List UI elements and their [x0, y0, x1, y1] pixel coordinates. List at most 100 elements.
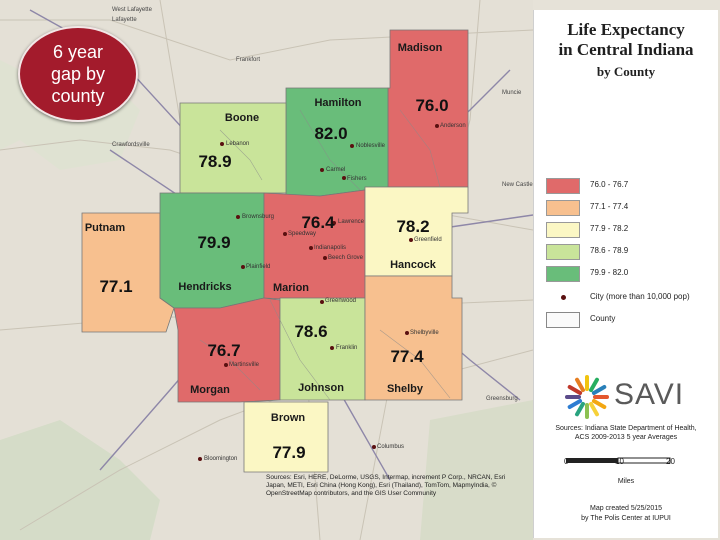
map-title-line1: Life Expectancy: [567, 20, 685, 39]
badge-line: 6 year: [52, 42, 104, 62]
logo-ray: [575, 377, 585, 393]
legend-label: 77.1 - 77.4: [590, 202, 629, 211]
legend-swatch: [546, 266, 580, 282]
scale-segment: [566, 458, 618, 463]
city-dot[interactable]: [409, 238, 413, 242]
scale-bar: [566, 457, 671, 464]
city-dot[interactable]: [220, 142, 224, 146]
city-dot[interactable]: [236, 215, 240, 219]
logo-ray: [567, 385, 583, 395]
basemap-terrain: [420, 400, 533, 540]
city-label: Columbus: [377, 444, 404, 450]
background-place-labels: West Lafayette Lafayette Frankfort Crawf…: [112, 7, 533, 402]
city-dot[interactable]: [372, 445, 376, 449]
county-value-johnson: 78.6: [294, 322, 327, 341]
counties-layer: [81, 29, 469, 473]
city-label: Carmel: [326, 167, 345, 173]
county-value-marion: 76.4: [301, 213, 335, 232]
legend-swatch: [546, 222, 580, 238]
badge-line: county: [51, 86, 105, 106]
city-label: Plainfield: [246, 264, 270, 270]
source-line2: ACS 2009-2013 5 year Averages: [574, 434, 678, 441]
legend-swatch: [546, 244, 580, 260]
city-dot[interactable]: [435, 124, 439, 128]
logo-rays: [565, 375, 609, 419]
logo-ray: [567, 399, 583, 409]
legend-label: 77.9 - 78.2: [590, 224, 629, 233]
logo-ray: [589, 377, 599, 393]
county-boone[interactable]: [179, 102, 287, 194]
legend-swatch: [546, 178, 580, 194]
county-name-putnam: Putnam: [85, 222, 126, 234]
city-dot[interactable]: [330, 346, 334, 350]
city-label: Bloomington: [204, 456, 237, 462]
city-dot[interactable]: [323, 256, 327, 260]
county-name-brown: Brown: [271, 412, 306, 424]
county-value-boone: 78.9: [198, 152, 231, 171]
legend-label: City (more than 10,000 pop): [590, 292, 690, 301]
county-name-hancock: Hancock: [390, 259, 437, 271]
city-label: Lebanon: [226, 141, 249, 147]
city-dot[interactable]: [309, 246, 313, 250]
city-markers: [198, 124, 439, 461]
city-dot[interactable]: [198, 457, 202, 461]
city-dot[interactable]: [332, 221, 336, 225]
city-dot[interactable]: [320, 168, 324, 172]
county-value-madison: 76.0: [415, 96, 448, 115]
basemap-terrain: [0, 420, 160, 540]
city-dot[interactable]: [405, 331, 409, 335]
city-dot[interactable]: [283, 232, 287, 236]
county-value-hancock: 78.2: [396, 217, 429, 236]
county-value-putnam: 77.1: [99, 277, 132, 296]
map-title-line3: by County: [596, 64, 656, 79]
city-label: Beech Grove: [328, 255, 364, 261]
map-title-line2: in Central Indiana: [558, 40, 694, 59]
county-roads: [199, 109, 451, 401]
legend-county-swatch: [546, 312, 580, 328]
city-label: Shelbyville: [410, 330, 439, 336]
source-line1: Sources: Indiana State Department of Hea…: [555, 425, 697, 432]
county-brown[interactable]: [243, 401, 329, 473]
savi-logo-text: SAVI: [614, 378, 685, 411]
place-label: Muncie: [502, 90, 522, 96]
county-name-hendricks: Hendricks: [178, 281, 231, 293]
county-value-hamilton: 82.0: [314, 124, 347, 143]
city-label: Speedway: [288, 231, 316, 237]
city-label: Greenfield: [414, 237, 442, 243]
city-dot[interactable]: [241, 265, 245, 269]
credit-line1: Map created 5/25/2015: [590, 505, 662, 512]
place-label: New Castle: [502, 182, 533, 188]
legend-city-dot: [561, 295, 566, 300]
logo-ray: [575, 401, 585, 417]
county-name-johnson: Johnson: [298, 382, 344, 394]
scale-tick: 0: [564, 457, 569, 466]
credit-line2: by The Polis Center at IUPUI: [581, 515, 671, 522]
logo-ray: [591, 399, 607, 409]
place-label: West Lafayette: [112, 7, 153, 13]
county-name-shelby: Shelby: [387, 383, 424, 395]
county-shelby[interactable]: [364, 275, 463, 401]
place-label: Crawfordsville: [112, 142, 150, 148]
city-dot[interactable]: [350, 144, 354, 148]
logo-ray: [589, 401, 599, 417]
county-value-morgan: 76.7: [207, 341, 240, 360]
county-name-marion: Marion: [273, 282, 309, 294]
city-dot[interactable]: [320, 300, 324, 304]
city-labels: Anderson Noblesville Lebanon Carmel Fish…: [204, 123, 466, 462]
county-value-brown: 77.9: [272, 443, 305, 462]
city-label: Fishers: [347, 176, 367, 182]
map-attribution: Sources: Esri, HERE, DeLorme, USGS, Inte…: [266, 474, 506, 497]
county-value-shelby: 77.4: [390, 347, 424, 366]
city-dot[interactable]: [342, 176, 346, 180]
scale-tick: 10: [615, 457, 624, 466]
place-label: Lafayette: [112, 17, 137, 23]
legend-swatch: [546, 200, 580, 216]
callout-badge: 6 year gap by county: [18, 26, 138, 122]
city-label: Noblesville: [356, 143, 386, 149]
county-labels: Madison 76.0 Hamilton 82.0 Boone 78.9 Pu…: [85, 42, 449, 462]
scale-segment: [617, 457, 671, 464]
county-name-boone: Boone: [225, 112, 259, 124]
city-label: Brownsburg: [242, 214, 274, 220]
city-dot[interactable]: [224, 363, 228, 367]
